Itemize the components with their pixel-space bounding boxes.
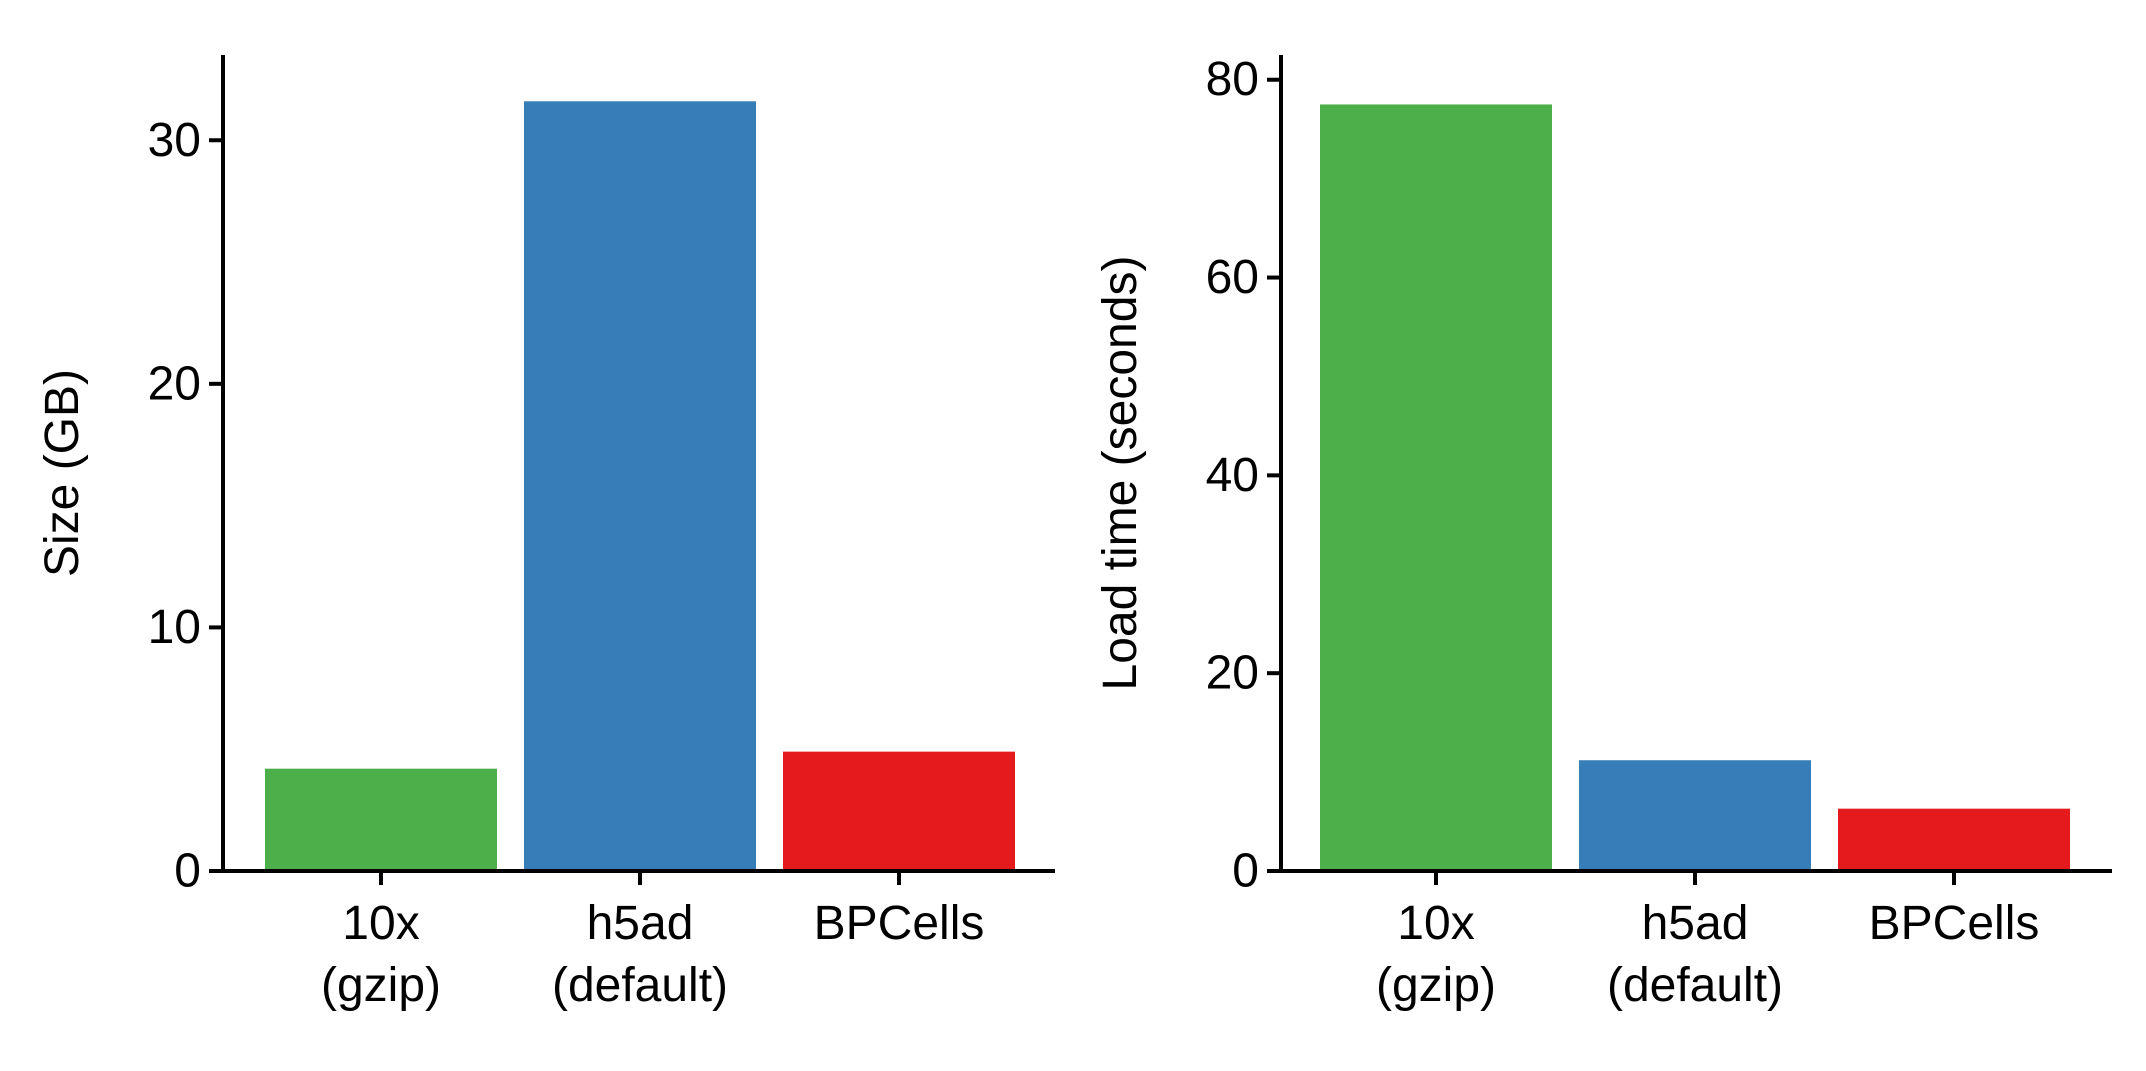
size-bar-10x: [265, 768, 497, 871]
load-time-y-tick-label: 20: [1206, 647, 1259, 700]
load-time-bar-h5ad: [1579, 760, 1811, 871]
load-time-bar-bpcells: [1838, 808, 2070, 871]
load-time-x-tick-label-h5ad: h5ad (default): [1607, 897, 1783, 1012]
load-time-x-tick-label-bpcells: BPCells: [1869, 897, 2040, 950]
load-time-y-tick-label: 0: [1232, 845, 1259, 898]
size-chart: 0 10 20 30 10x (gzip) h5ad (default) BPCells Size…: [36, 55, 1055, 1012]
size-y-tick-label: 0: [174, 845, 201, 898]
load-time-chart: 0 20 40 60 80 10x (gzip) h5ad (default) BPCells Lo…: [1094, 53, 2112, 1012]
load-time-y-tick-label: 60: [1206, 251, 1259, 304]
load-time-y-tick-label: 40: [1206, 449, 1259, 502]
size-x-tick-label-bpcells: BPCells: [814, 897, 985, 950]
load-time-bar-10x: [1320, 104, 1552, 872]
size-y-tick-label: 10: [148, 601, 201, 654]
load-time-y-tick-label: 80: [1206, 53, 1259, 106]
load-time-x-tick-label-10x: 10x (gzip): [1376, 897, 1496, 1012]
size-x-tick-label-h5ad: h5ad (default): [552, 897, 728, 1012]
size-y-axis-title: Size (GB): [36, 369, 89, 577]
size-bar-h5ad: [524, 101, 756, 872]
size-y-tick-label: 30: [148, 114, 201, 167]
size-x-tick-label-10x: 10x (gzip): [321, 897, 441, 1012]
load-time-y-axis-title: Load time (seconds): [1094, 256, 1147, 691]
size-y-tick-label: 20: [148, 357, 201, 410]
size-bar-bpcells: [783, 751, 1015, 871]
